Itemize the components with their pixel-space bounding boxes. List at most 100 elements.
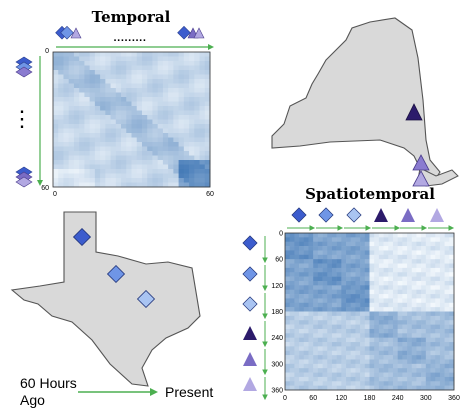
st-y-tick-label: 60 [275,257,283,264]
spatiotemporal-heatmap-cell [374,246,380,251]
spatiotemporal-heatmap-cell [294,355,300,360]
temporal-heatmap-cell [131,182,138,188]
spatiotemporal-heatmap-cell [421,241,427,247]
temporal-heatmap [53,52,211,188]
spatiotemporal-heatmap-cell [416,311,422,317]
spatiotemporal-heatmap-cell [327,368,333,373]
temporal-heatmap-cell [89,164,96,170]
temporal-heatmap-cell [204,151,211,156]
spatiotemporal-heatmap-cell [308,337,314,343]
temporal-heatmap-cell [189,56,195,62]
spatiotemporal-heatmap-cell [308,381,314,386]
temporal-heatmap-cell [68,128,75,134]
temporal-heatmap-cell [73,52,80,57]
spatiotemporal-heatmap-cell [411,298,417,304]
spatiotemporal-heatmap-cell [346,385,352,391]
temporal-heatmap-cell [162,155,169,161]
spatiotemporal-heatmap-cell [285,241,290,247]
temporal-heatmap-cell [126,92,132,98]
temporal-heatmap-cell [204,101,211,107]
temporal-heatmap-cell [131,92,138,98]
temporal-heatmap-cell [126,133,132,138]
spatiotemporal-heatmap-cell [341,324,347,330]
spatiotemporal-heatmap-cell [299,259,305,264]
spatiotemporal-heatmap-cell [383,350,389,356]
temporal-heatmap-cell [147,106,153,111]
spatiotemporal-heatmap-cell [430,259,436,264]
temporal-heatmap-cell [89,110,96,116]
spatiotemporal-heatmap-cell [439,324,445,330]
spatiotemporal-heatmap-cell [449,337,455,343]
temporal-heatmap-cell [168,65,174,71]
temporal-heatmap-cell [84,119,91,125]
spatiotemporal-heatmap-cell [327,337,333,343]
spatiotemporal-heatmap-cell [449,328,455,334]
temporal-heatmap-cell [162,61,169,66]
spatiotemporal-heatmap-cell [322,233,328,238]
spatiotemporal-heatmap-cell [369,311,375,317]
temporal-heatmap-cell [84,88,91,93]
spatiotemporal-heatmap-cell [435,311,441,317]
spatiotemporal-heatmap-cell [317,328,323,334]
spatiotemporal-heatmap-cell [317,320,323,325]
spatiotemporal-heatmap-cell [392,385,398,391]
temporal-heatmap-cell [204,128,211,134]
temporal-heatmap-cell [115,79,122,84]
spatiotemporal-heatmap-cell [313,289,319,295]
spatiotemporal-heatmap-cell [369,241,375,247]
spatiotemporal-heatmap-cell [435,241,441,247]
temporal-heatmap-cell [115,110,122,116]
spatiotemporal-heatmap-cell [425,350,431,356]
spatiotemporal-heatmap-cell [397,272,403,277]
temporal-heatmap-cell [178,65,185,71]
temporal-heatmap-cell [89,101,96,107]
temporal-heatmap-cell [152,65,159,71]
spatiotemporal-heatmap-cell [294,294,300,299]
temporal-heatmap-cell [89,169,96,174]
temporal-heatmap-cell [147,164,153,170]
temporal-heatmap-cell [152,173,159,179]
spatiotemporal-heatmap-cell [303,372,309,378]
st-top-mid-diamond-icon [318,207,334,223]
spatiotemporal-heatmap-cell [360,250,366,256]
spatiotemporal-heatmap-cell [421,267,427,273]
spatiotemporal-heatmap-cell [369,342,375,347]
temporal-heatmap-cell [199,65,206,71]
spatiotemporal-heatmap-cell [392,363,398,369]
spatiotemporal-heatmap-cell [289,280,295,286]
spatiotemporal-heatmap-cell [322,285,328,290]
temporal-heatmap-cell [126,56,132,62]
temporal-heatmap-cell [194,115,200,120]
temporal-heatmap-cell [126,146,132,152]
temporal-heatmap-cell [131,164,138,170]
temporal-heatmap-cell [100,182,106,188]
temporal-heatmap-cell [58,70,64,75]
spatiotemporal-heatmap-cell [331,237,337,243]
spatiotemporal-heatmap-cell [346,285,352,290]
spatiotemporal-heatmap-cell [336,355,342,360]
spatiotemporal-heatmap-cell [439,294,445,299]
spatiotemporal-heatmap-cell [449,376,455,382]
st-top-light-triangle-icon [430,208,444,222]
spatiotemporal-heatmap-cell [360,259,366,264]
spatiotemporal-heatmap-cell [449,250,455,256]
temporal-heatmap-cell [189,70,195,75]
spatiotemporal-heatmap-cell [322,302,328,308]
temporal-heatmap-cell [131,178,138,183]
temporal-heatmap-cell [100,124,106,129]
temporal-heatmap-cell [94,164,101,170]
spatiotemporal-heatmap-cell [449,237,455,243]
spatiotemporal-heatmap-cell [407,342,413,347]
spatiotemporal-heatmap-cell [341,267,347,273]
temporal-heatmap-cell [178,151,185,156]
spatiotemporal-heatmap-cell [439,246,445,251]
spatiotemporal-heatmap-cell [416,298,422,304]
spatiotemporal-heatmap-cell [369,276,375,282]
temporal-heatmap-cell [89,70,96,75]
spatiotemporal-heatmap-cell [439,333,445,338]
spatiotemporal-heatmap-cell [388,241,394,247]
spatiotemporal-heatmap-cell [449,285,455,290]
spatiotemporal-heatmap-cell [308,259,314,264]
spatiotemporal-heatmap-cell [374,372,380,378]
spatiotemporal-heatmap-cell [331,298,337,304]
